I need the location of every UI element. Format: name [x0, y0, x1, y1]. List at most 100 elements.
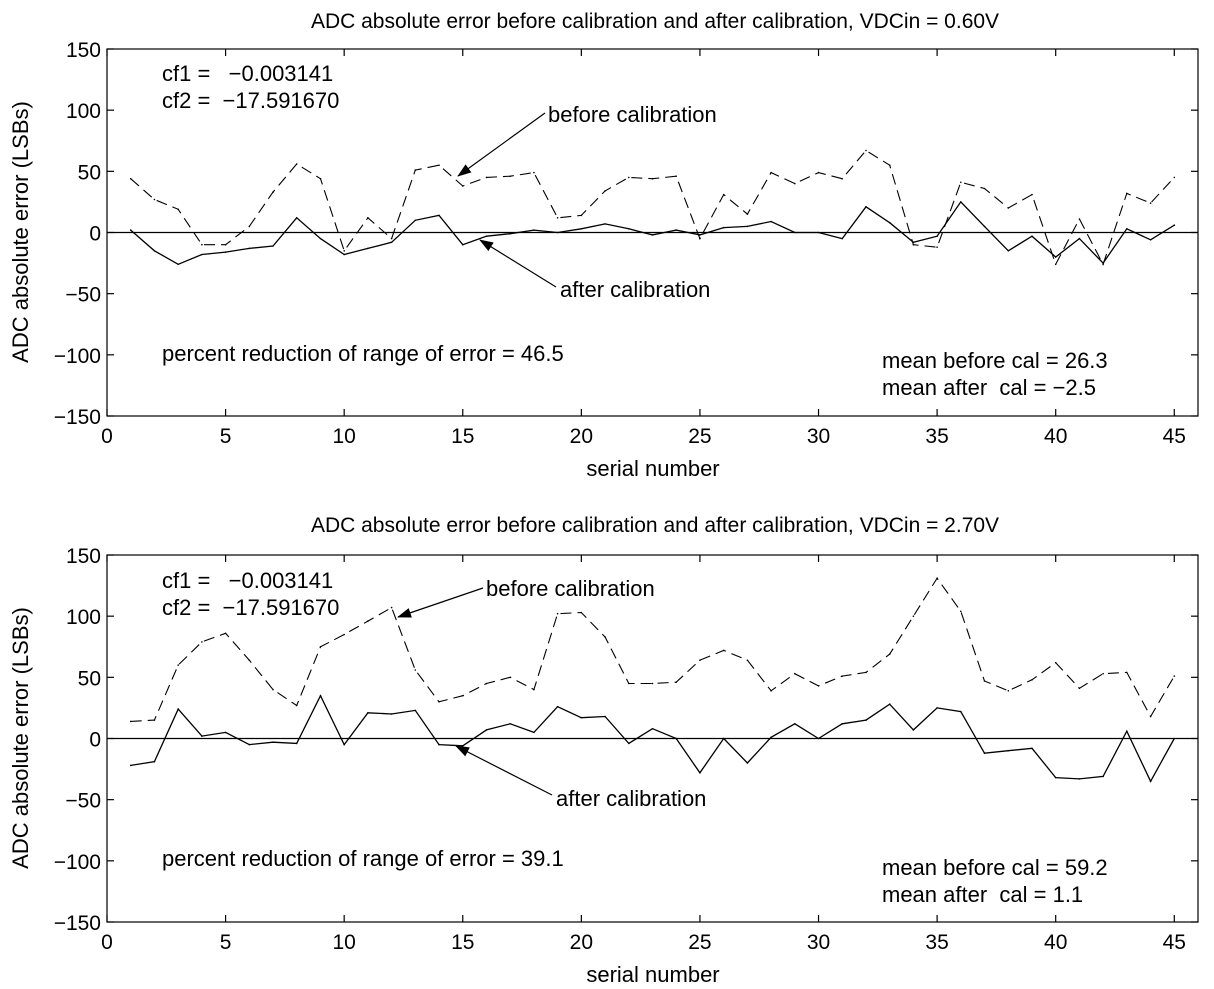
top-y-tick-label: 100 — [66, 100, 101, 123]
bottom-x-tick-label: 0 — [101, 931, 113, 954]
top-x-tick-label: 10 — [332, 425, 355, 448]
bottom-before-calibration-series — [130, 577, 1175, 722]
top-x-tick-label: 45 — [1163, 425, 1186, 448]
bottom-after-data-point — [1054, 776, 1057, 779]
top-before-data-point — [675, 175, 677, 177]
bottom-before-data-point — [1078, 687, 1081, 690]
top-after-data-point — [485, 235, 488, 237]
top-before-data-point — [367, 217, 369, 219]
bottom-after-data-point — [248, 743, 251, 746]
top-before-points — [129, 149, 1176, 266]
bottom-before-data-point — [699, 659, 701, 661]
bottom-after-data-point — [794, 723, 796, 725]
bottom-before-data-point — [153, 719, 156, 721]
top-before-arrow — [457, 112, 546, 177]
top-before-data-point — [936, 246, 938, 248]
bottom-before-data-point — [367, 620, 369, 622]
top-after-data-point — [841, 237, 843, 240]
bottom-after-data-point — [438, 743, 440, 746]
bottom-before-points — [129, 577, 1176, 723]
top-before-data-point — [153, 198, 156, 201]
bottom-before-data-point — [1149, 715, 1152, 718]
bottom-x-tick-label: 5 — [220, 931, 232, 954]
top-before-data-point — [865, 149, 867, 152]
top-after-data-point — [414, 219, 417, 222]
bottom-after-arrow — [455, 745, 553, 796]
bottom-after-data-point — [580, 716, 583, 719]
bottom-after-data-point — [319, 694, 322, 697]
top-after-data-point — [1173, 224, 1176, 226]
bottom-after-data-point — [722, 737, 725, 740]
bottom-cf1-annotation: cf1 = −0.003141 — [162, 568, 333, 593]
bottom-after-data-point — [201, 735, 203, 737]
top-before-data-point — [272, 191, 274, 193]
bottom-after-data-point — [888, 703, 891, 705]
bottom-after-data-point — [628, 742, 630, 745]
top-before-data-point — [390, 237, 393, 240]
bottom-after-data-point — [1078, 778, 1081, 780]
bottom-before-data-point — [272, 688, 274, 691]
top-before-data-point — [1102, 263, 1104, 266]
top-after-arrow — [479, 239, 557, 288]
top-after-data-point — [509, 232, 512, 235]
bottom-after-data-point — [983, 752, 986, 754]
bottom-after-data-point — [414, 709, 417, 712]
top-before-data-point — [960, 181, 962, 184]
top-before-data-point — [1173, 176, 1176, 179]
top-mean-after-annotation: mean after cal = −2.5 — [882, 375, 1096, 400]
top-after-data-point — [153, 250, 156, 252]
top-before-calibration-series — [130, 149, 1175, 266]
bottom-before-data-point — [651, 682, 654, 685]
top-before-data-point — [580, 214, 583, 217]
top-after-data-point — [248, 247, 251, 250]
bottom-y-tick-label: 100 — [66, 606, 101, 629]
bottom-x-tick-label: 20 — [570, 931, 593, 954]
bottom-before-data-point — [817, 685, 820, 687]
bottom-before-data-point — [390, 606, 393, 609]
top-after-points — [129, 201, 1176, 266]
bottom-y-tick-label: −150 — [54, 912, 101, 935]
bottom-before-data-point — [888, 653, 891, 655]
bottom-before-data-point — [201, 641, 203, 643]
top-cf1-annotation: cf1 = −0.003141 — [162, 61, 333, 86]
bottom-x-tick-label: 30 — [807, 931, 830, 954]
top-after-data-point — [912, 241, 915, 244]
bottom-before-data-point — [1173, 675, 1176, 677]
bottom-before-data-point — [912, 615, 915, 617]
top-before-data-point — [651, 177, 654, 180]
bottom-before-data-point — [794, 672, 796, 675]
bottom-after-points — [129, 694, 1176, 783]
top-after-data-point — [699, 234, 701, 236]
top-after-data-point — [746, 225, 749, 228]
top-y-axis-label: ADC absolute error (LSBs) — [8, 101, 33, 363]
bottom-x-tick-label: 10 — [332, 931, 355, 954]
top-y-tick-label: 50 — [78, 161, 101, 184]
bottom-before-data-point — [580, 611, 583, 614]
top-after-data-point — [533, 229, 535, 231]
bottom-before-data-point — [960, 610, 962, 613]
bottom-before-data-point — [462, 694, 464, 697]
top-after-data-point — [224, 251, 227, 253]
bottom-after-data-point — [272, 741, 274, 743]
bottom-before-data-point — [1054, 661, 1057, 664]
top-after-data-point — [604, 223, 606, 225]
top-x-tick-label: 5 — [220, 425, 232, 448]
top-after-data-point — [817, 231, 820, 234]
bottom-after-data-point — [1007, 749, 1010, 752]
bottom-axis-ticks: 0 5 10 15 20 25 30 35 40 45 150 100 50 0 −50 −100 −150 — [54, 545, 1198, 954]
bottom-before-data-point — [177, 664, 179, 666]
bottom-after-data-point — [651, 727, 654, 730]
top-axis-ticks: 0 5 10 15 20 25 30 35 40 45 150 100 50 0 −50 −100 −150 — [54, 39, 1198, 448]
top-before-data-point — [533, 171, 535, 174]
top-before-data-point — [1078, 218, 1081, 220]
bottom-after-data-point — [367, 712, 369, 714]
top-before-data-point — [746, 213, 749, 215]
bottom-title: ADC absolute error before calibration an… — [311, 514, 999, 537]
top-after-data-point — [129, 229, 132, 231]
bottom-y-tick-label: −50 — [65, 790, 101, 813]
top-before-data-point — [485, 176, 488, 179]
bottom-before-data-point — [224, 632, 227, 635]
top-after-data-point — [675, 229, 677, 231]
bottom-before-data-point — [509, 676, 512, 679]
